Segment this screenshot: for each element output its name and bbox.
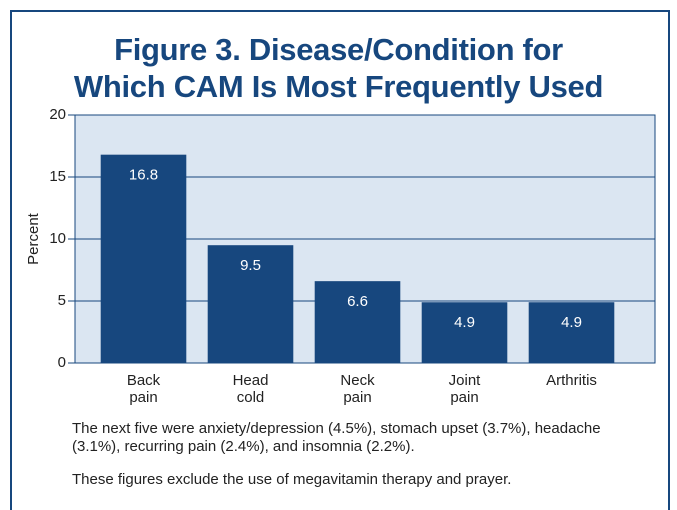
y-tick-label: 5 [58,292,66,309]
value-label: 9.5 [240,257,261,274]
bar [100,154,187,363]
y-tick-label: 10 [49,230,66,247]
x-tick-label: Arthritis [546,372,597,389]
x-tick-label: Back pain [126,372,161,406]
value-label: 6.6 [347,293,368,310]
x-tick-label: Neck pain [340,372,375,406]
y-tick-label: 15 [49,168,66,185]
note: These figures exclude the use of megavit… [72,471,512,488]
chart-title: Figure 3. Disease/Condition for [114,32,563,67]
x-tick-label: Head cold [232,372,269,406]
chart-title: Which CAM Is Most Frequently Used [73,69,604,104]
y-tick-label: 20 [49,106,66,123]
note: The next five were anxiety/depression (4… [72,420,601,455]
frame [10,10,670,510]
y-tick-label: 0 [58,354,66,371]
value-label: 16.8 [129,167,158,184]
value-label: 4.9 [561,314,582,331]
y-axis-label: Percent [25,212,42,265]
bar [314,281,401,363]
bar [421,302,508,363]
bar [207,245,294,363]
bar [528,302,615,363]
value-label: 4.9 [454,314,475,331]
x-tick-label: Joint pain [448,372,481,406]
